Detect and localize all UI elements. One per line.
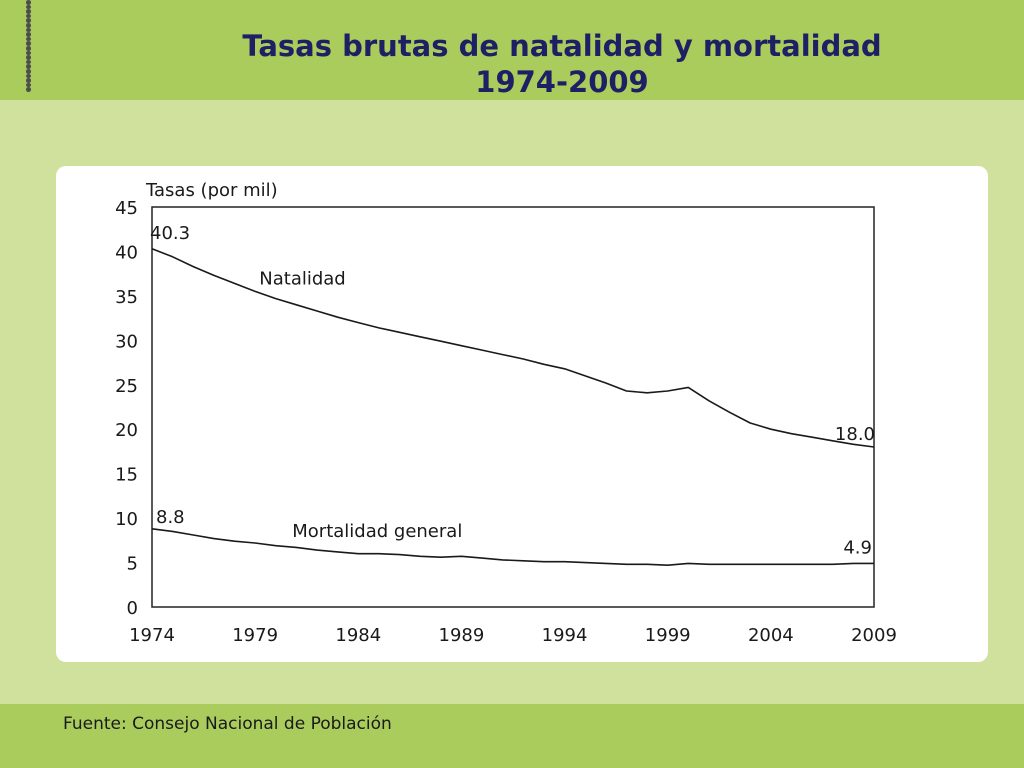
y-tick-label: 20 [115, 420, 138, 441]
y-tick-label: 10 [115, 509, 138, 530]
header-band [0, 0, 1024, 100]
line-chart: Tasas (por mil) 0 5 10 15 20 25 30 35 40 45 1974 1… [115, 180, 897, 646]
slide-title-line2: 1974-2009 [475, 65, 649, 99]
source-note: Fuente: Consejo Nacional de Población [63, 714, 392, 734]
y-tick-label: 15 [115, 465, 138, 486]
x-tick-label: 1994 [542, 625, 588, 646]
end-value-label: 4.9 [843, 537, 872, 558]
y-tick-label: 45 [115, 198, 138, 219]
x-tick-label: 2004 [748, 625, 794, 646]
series-line-mortalidad-general [151, 528, 874, 567]
x-tick-label: 1979 [232, 625, 278, 646]
series-name-label: Mortalidad general [292, 521, 462, 542]
plot-frame [151, 206, 875, 608]
x-tick-label: 1989 [439, 625, 485, 646]
slide-title-line1: Tasas brutas de natalidad y mortalidad [242, 29, 882, 63]
end-value-label: 18.0 [835, 424, 875, 445]
y-axis-title: Tasas (por mil) [145, 180, 278, 201]
x-tick-label: 1999 [645, 625, 691, 646]
chart-panel: Tasas (por mil) 0 5 10 15 20 25 30 35 40 45 1974 1… [56, 166, 988, 662]
y-tick-label: 5 [127, 554, 138, 575]
series-line-natalidad [151, 248, 875, 448]
x-tick-label: 2009 [851, 625, 897, 646]
y-tick-label: 30 [115, 331, 138, 352]
y-tick-label: 0 [127, 598, 138, 619]
y-tick-label: 35 [115, 287, 138, 308]
start-value-label: 40.3 [150, 223, 190, 244]
footer-band [0, 704, 1024, 768]
decorative-dots [26, 0, 32, 92]
y-tick-label: 25 [115, 376, 138, 397]
x-tick-label: 1974 [129, 625, 175, 646]
start-value-label: 8.8 [156, 507, 185, 528]
x-tick-label: 1984 [335, 625, 381, 646]
series-name-label: Natalidad [259, 268, 345, 289]
slide-title: Tasas brutas de natalidad y mortalidad 1… [0, 28, 1024, 100]
y-tick-label: 40 [115, 242, 138, 263]
